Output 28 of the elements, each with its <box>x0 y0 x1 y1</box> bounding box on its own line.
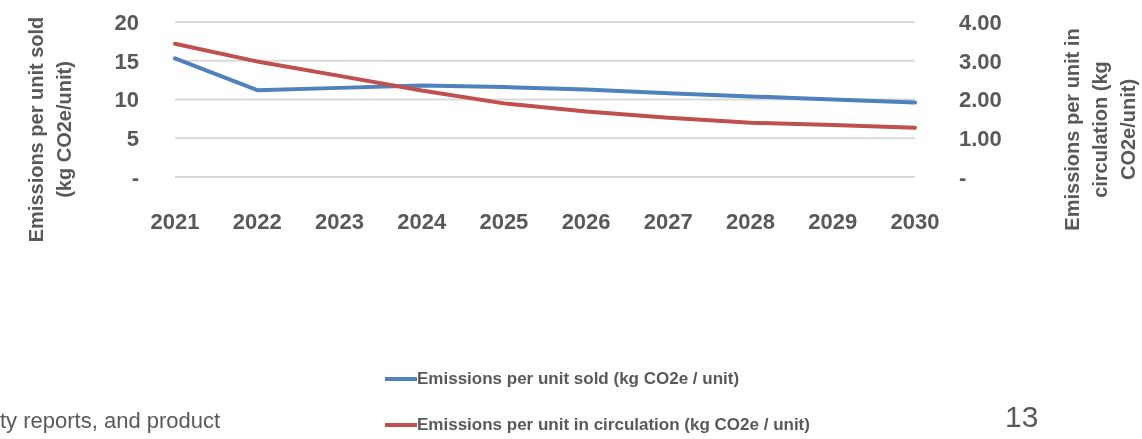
y2-axis-title: Emissions per unit in circulation (kg CO2e/unit) <box>1061 28 1139 231</box>
y2-tick-label: 4.00 <box>959 9 1002 35</box>
text: 13 <box>1005 400 1039 434</box>
y2-tick-label: - <box>959 164 967 190</box>
x-tick-label: 2025 <box>479 208 529 234</box>
y2-tick-label: 3.00 <box>959 48 1002 74</box>
y-tick-label: 5 <box>126 126 139 152</box>
x-tick-label: 2026 <box>561 208 611 234</box>
y-tick-label: 20 <box>114 9 139 35</box>
x-tick-label: 2023 <box>314 208 364 234</box>
y-tick-label: 10 <box>114 87 139 113</box>
y-tick-label: 15 <box>114 48 139 74</box>
x-tick-label: 2021 <box>150 208 200 234</box>
y-tick-label: - <box>131 164 139 190</box>
y2-tick-label: 2.00 <box>959 87 1002 113</box>
x-tick-label: 2029 <box>808 208 858 234</box>
x-tick-label: 2022 <box>232 208 282 234</box>
text: ty reports, and product <box>0 408 221 434</box>
line-series <box>173 56 917 105</box>
x-tick-label: 2027 <box>643 208 693 234</box>
x-tick-label: 2030 <box>890 208 940 234</box>
legend-label: Emissions per unit in circulation (kg CO2e / unit) <box>417 415 810 435</box>
line-series <box>173 41 917 130</box>
x-tick-label: 2028 <box>726 208 776 234</box>
y2-tick-label: 1.00 <box>959 126 1002 152</box>
legend-label: Emissions per unit sold (kg CO2e / unit) <box>417 369 740 389</box>
x-tick-label: 2024 <box>397 208 447 234</box>
y-axis-title: Emissions per unit sold (kg CO2e/unit) <box>25 16 75 243</box>
